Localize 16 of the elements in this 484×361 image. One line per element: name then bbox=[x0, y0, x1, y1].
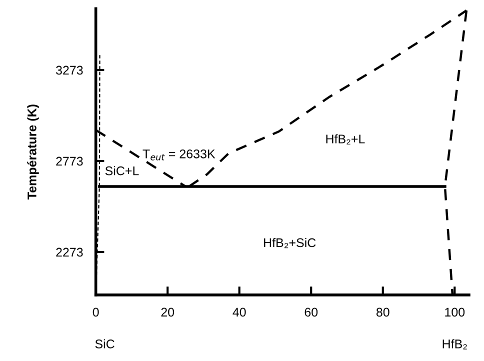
x-tick-label: 40 bbox=[232, 308, 246, 317]
annotation: T$_{eut}$ = 2633K bbox=[142, 149, 216, 160]
x-tick-label: 80 bbox=[376, 308, 390, 317]
x-tick-label: 20 bbox=[161, 308, 174, 317]
x-tick-label: 60 bbox=[304, 308, 318, 317]
text: SiC bbox=[95, 339, 114, 348]
annotation: SiC+L bbox=[105, 166, 139, 176]
y-axis-title: Température (K) bbox=[27, 104, 39, 200]
text: HfB₂ bbox=[442, 339, 467, 350]
x-tick-label: 100 bbox=[445, 308, 465, 317]
x-tick-label: 0 bbox=[92, 308, 99, 317]
y-tick-label: 3273 bbox=[56, 66, 83, 75]
y-tick-label: 2273 bbox=[56, 248, 83, 257]
annotation: HfB₂+SiC bbox=[264, 238, 316, 248]
y-tick-label: 2773 bbox=[56, 156, 83, 166]
annotation: HfB₂+L bbox=[326, 134, 365, 144]
